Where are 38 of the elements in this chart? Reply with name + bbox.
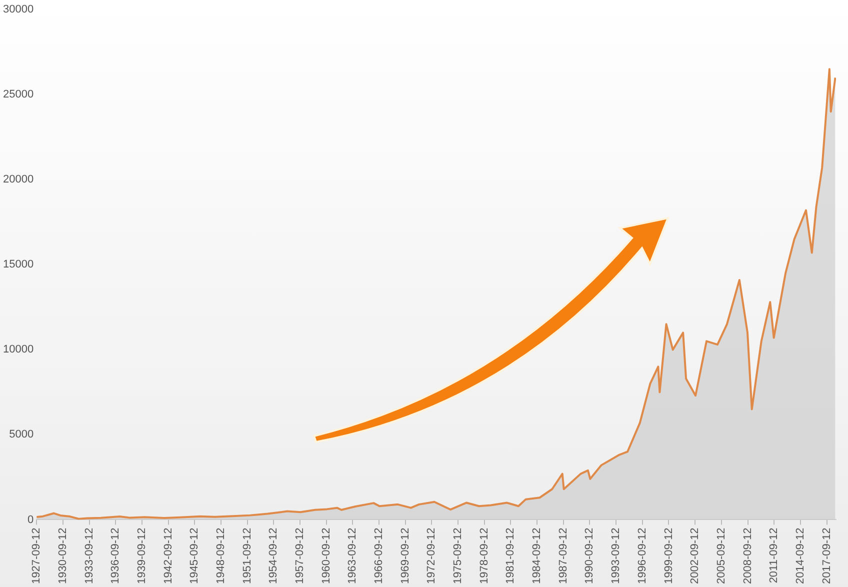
y-tick-label: 20000 xyxy=(2,174,34,186)
x-tick-label: 1993-09-12 xyxy=(610,528,622,584)
x-tick-label: 1978-09-12 xyxy=(478,528,490,584)
x-tick-label: 1951-09-12 xyxy=(241,528,254,584)
x-tick-label: 1957-09-12 xyxy=(294,528,306,584)
x-tick-label: 1933-09-12 xyxy=(83,528,96,584)
y-tick-label: 10000 xyxy=(2,344,34,356)
x-tick-label: 2005-09-12 xyxy=(715,528,728,584)
x-tick-label: 1996-09-12 xyxy=(636,528,648,584)
x-tick-label: 1981-09-12 xyxy=(504,528,517,584)
y-tick-label: 30000 xyxy=(2,4,34,16)
x-tick-label: 2002-09-12 xyxy=(689,528,702,584)
x-tick-label: 1990-09-12 xyxy=(584,528,596,584)
x-tick-label: 1927-09-12 xyxy=(30,528,43,584)
x-tick-label: 1963-09-12 xyxy=(346,528,359,584)
x-tick-label: 1936-09-12 xyxy=(110,528,122,584)
y-tick-label: 0 xyxy=(27,514,34,526)
x-tick-label: 2008-09-12 xyxy=(742,528,754,584)
x-tick-label: 1945-09-12 xyxy=(188,528,201,584)
x-tick-label: 1942-09-12 xyxy=(162,528,174,584)
y-tick-label: 25000 xyxy=(2,88,34,101)
x-tick-label: 1954-09-12 xyxy=(268,528,280,584)
x-tick-label: 1966-09-12 xyxy=(373,528,386,584)
y-tick-label: 5000 xyxy=(9,428,34,441)
x-tick-label: 1999-09-12 xyxy=(662,528,675,584)
x-tick-label: 1939-09-12 xyxy=(136,528,148,584)
x-tick-label: 2011-09-12 xyxy=(768,528,780,584)
y-tick-label: 15000 xyxy=(2,258,34,271)
x-tick-label: 2014-09-12 xyxy=(794,528,806,584)
x-tick-label: 1984-09-12 xyxy=(531,528,544,584)
x-tick-label: 2017-09-12 xyxy=(820,528,833,584)
x-tick-label: 1930-09-12 xyxy=(56,528,69,584)
x-tick-label: 1969-09-12 xyxy=(399,528,412,584)
x-tick-label: 1987-09-12 xyxy=(557,528,570,584)
x-tick-label: 1948-09-12 xyxy=(215,528,228,584)
x-tick-label: 1975-09-12 xyxy=(452,528,464,584)
x-tick-label: 1960-09-12 xyxy=(320,528,332,584)
x-tick-label: 1972-09-12 xyxy=(426,528,438,584)
